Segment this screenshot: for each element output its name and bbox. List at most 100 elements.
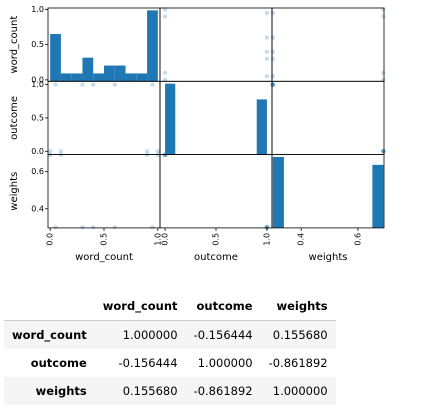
scatter-point (264, 225, 270, 230)
column-header: word_count (94, 292, 186, 321)
scatter-point (80, 225, 85, 230)
y-tick-label: 0.5 (31, 113, 44, 122)
panel-frame (159, 7, 273, 82)
hist-bar (60, 73, 72, 82)
scatter-point (162, 14, 168, 19)
hist-bar (165, 83, 176, 155)
scatter-point (162, 70, 168, 76)
x-tick-label: 0.6 (353, 233, 362, 246)
scatter-point (264, 35, 270, 40)
y-tick-label: 0.4 (31, 204, 44, 213)
scatter-point (155, 149, 161, 154)
scatter-point (144, 149, 150, 154)
y-axis-label: weights (9, 172, 20, 211)
panel-frame (271, 7, 385, 82)
hist-bar (147, 10, 158, 82)
x-tick-label: 1.0 (262, 233, 271, 246)
hist-bar (372, 164, 384, 228)
scatter-point (381, 149, 386, 154)
scatter-point (270, 10, 276, 16)
y-tick-label: 1.0 (31, 80, 44, 89)
scatter-point (381, 14, 386, 19)
scatter-point (264, 56, 270, 61)
scatter-point (150, 225, 155, 230)
x-tick-label: 0.5 (212, 233, 221, 246)
table-row: weights 0.155680 -0.861892 1.000000 (4, 377, 336, 405)
panel-frame (159, 154, 273, 229)
panel-frame (47, 80, 161, 156)
cell: 1.000000 (272, 384, 328, 398)
cell: 0.155680 (122, 384, 178, 398)
table-row: word_count 1.000000 -0.156444 0.155680 (4, 320, 336, 349)
x-tick-label: 0.0 (46, 233, 55, 246)
y-tick-label: 0.0 (31, 75, 44, 84)
column-header: weights (260, 292, 336, 321)
scatter-point (381, 149, 386, 154)
y-tick-label: 0.5 (31, 40, 44, 49)
row-header: outcome (30, 356, 87, 370)
scatter-point (112, 82, 117, 87)
scatter-point (264, 225, 270, 230)
row-header: word_count (12, 328, 87, 342)
header-row: word_count outcome weights (4, 292, 336, 321)
scatter-point (270, 74, 276, 79)
cell: 1.000000 (122, 328, 178, 342)
y-tick-label: 0.6 (31, 167, 44, 176)
panel-frame (47, 154, 161, 229)
scatter-point (150, 82, 155, 87)
hist-bar (125, 73, 137, 82)
scatter-point (270, 49, 276, 54)
cell: -0.156444 (118, 356, 178, 370)
corner (4, 292, 95, 321)
hist-bar (93, 73, 104, 82)
scatter-point (381, 149, 386, 154)
cell: -0.156444 (193, 328, 253, 342)
y-axis-label: outcome (9, 96, 20, 140)
cell: 0.155680 (272, 328, 328, 342)
hist-bar (272, 156, 284, 228)
scatter-point (381, 149, 386, 154)
scatter-point (91, 225, 96, 230)
scatter-point (91, 82, 96, 87)
scatter-point (381, 70, 386, 76)
scatter-matrix: 0.0 0.0 0.5 0.5 1.0 1.0 word_count word_count 0.… (9, 5, 386, 263)
correlation-table: word_count outcome weights word_count 1.000… (4, 292, 336, 405)
table-row: outcome -0.156444 1.000000 -0.861892 (4, 349, 336, 377)
y-axis-label: word_count (9, 16, 20, 74)
scatter-point (264, 49, 270, 54)
scatter-point (264, 225, 270, 230)
x-axis-label: outcome (194, 252, 238, 263)
cell: -0.861892 (193, 384, 253, 398)
hist-bar (50, 34, 61, 82)
x-axis-label: weights (309, 252, 348, 263)
scatter-point (264, 225, 270, 230)
hist-bar (82, 57, 94, 82)
hist-bar (256, 99, 267, 155)
cell: 1.000000 (197, 356, 253, 370)
hist-bar (104, 65, 115, 82)
hist-bar (114, 65, 126, 82)
scatter-point (264, 225, 270, 230)
cell: -0.861892 (268, 356, 328, 370)
row-header: weights (35, 384, 87, 398)
x-tick-label: 0.0 (161, 233, 170, 246)
scatter-point (112, 225, 117, 230)
hist-bar (136, 73, 148, 82)
x-tick-label: 0.5 (100, 233, 109, 246)
panel-frame (271, 154, 385, 229)
scatter-point (47, 149, 53, 154)
scatter-point (53, 225, 58, 230)
scatter-point (80, 82, 85, 87)
x-tick-label: 0.4 (297, 233, 306, 246)
scatter-point (58, 149, 64, 154)
y-tick-label: 0.0 (31, 147, 44, 156)
scatter-point (270, 35, 276, 40)
hist-bar (71, 73, 83, 82)
scatter-point (264, 74, 270, 79)
scatter-point (270, 82, 276, 87)
x-axis-label: word_count (75, 252, 133, 263)
column-header: outcome (185, 292, 261, 321)
panel-frame (159, 80, 273, 156)
scatter-point (53, 82, 58, 87)
